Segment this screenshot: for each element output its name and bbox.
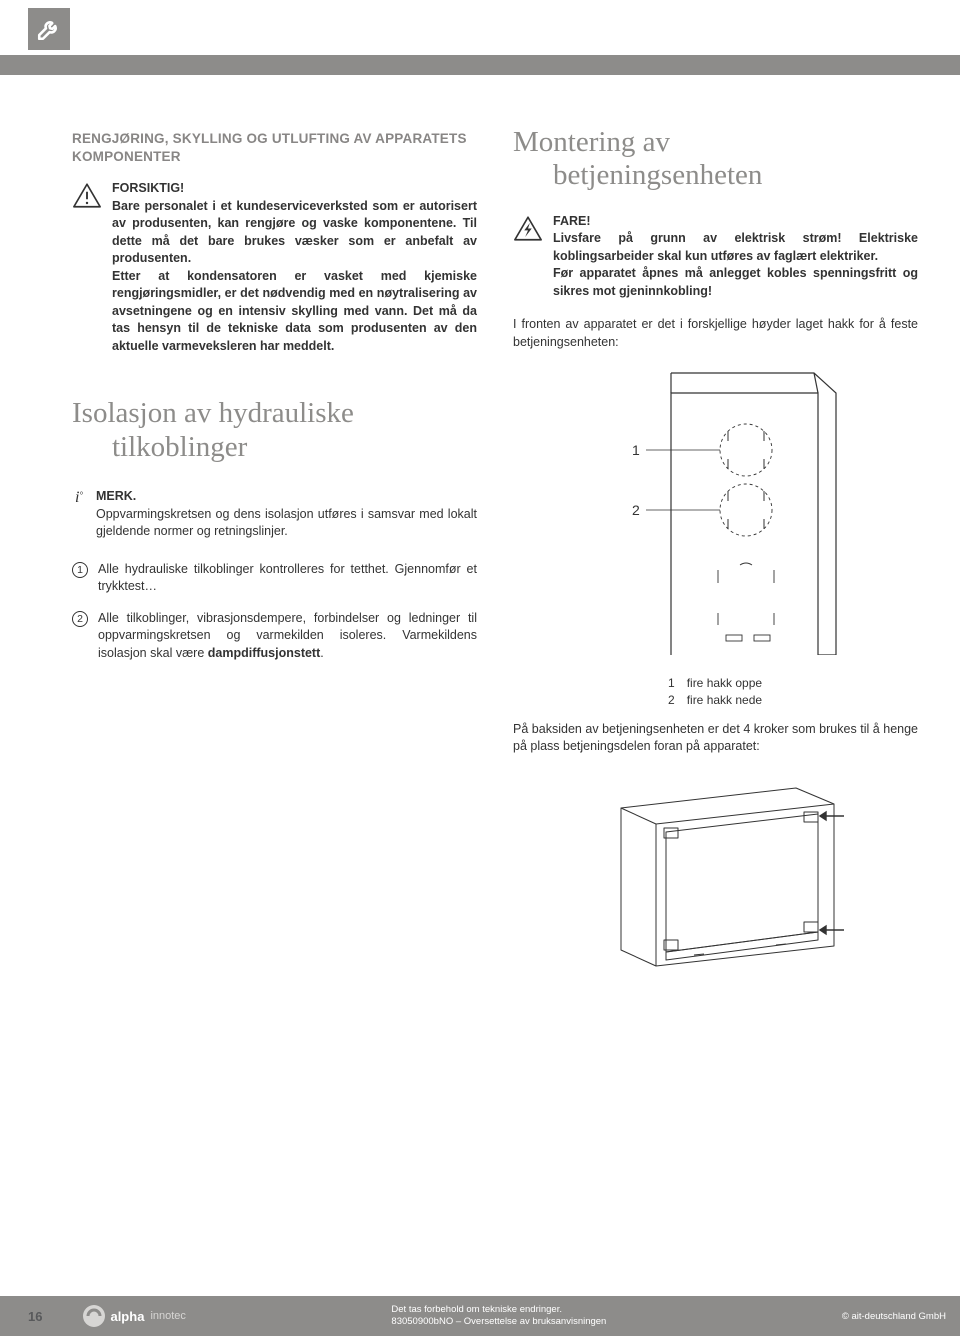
heading-montering-l2: betjeningsenheten [513,159,762,192]
footer-bar: 16 alpha innotec Det tas forbehold om tek… [0,1296,960,1336]
legend-2-txt: fire hakk nede [687,692,762,709]
footer-center: Det tas forbehold om tekniske endringer.… [391,1304,606,1329]
forsiktig-body: Bare personalet i et kundeserviceverkste… [112,198,477,356]
diagram-label-2: 2 [632,502,640,518]
fare-body: Livsfare på grunn av elektrisk strøm! El… [553,230,918,300]
step-number-2: 2 [72,611,88,627]
para-hakk: I fronten av apparatet er det i forskjel… [513,316,918,351]
heading-isolation-l2: tilkoblinger [72,431,247,464]
fare-callout: FARE! Livsfare på grunn av elektrisk str… [513,213,918,301]
fare-title: FARE! [553,214,591,228]
diagram-legend: 1 fire hakk oppe 2 fire hakk nede [668,675,918,709]
logo-text: alpha [110,1309,144,1324]
diagram-panel-rear [513,770,918,970]
step-2-body: Alle tilkoblinger, vibrasjonsdempere, fo… [98,610,477,663]
caution-icon [72,182,102,209]
page-number: 16 [28,1309,42,1324]
forsiktig-callout: FORSIKTIG! Bare personalet i et kundeser… [72,180,477,355]
step-1-body: Alle hydrauliske tilkoblinger kontroller… [98,561,477,596]
merk-body: Oppvarmingskretsen og dens isolasjon utf… [96,507,477,539]
logo-sub: innotec [150,1310,185,1322]
footer-line2: 83050900bNO – Oversettelse av bruksanvis… [391,1316,606,1328]
merk-title: MERK. [96,489,136,503]
step-number-1: 1 [72,562,88,578]
right-column: Montering av betjeningsenheten FARE! Liv… [513,130,918,990]
forsiktig-title: FORSIKTIG! [112,181,184,195]
wrench-icon [36,16,62,42]
left-column: RENGJØRING, SKYLLING OG UTLUFTING AV APP… [72,130,477,990]
para-kroker: På baksiden av betjeningsenheten er det … [513,721,918,756]
footer-line1: Det tas forbehold om tekniske endringer. [391,1304,606,1316]
merk-callout: i° MERK. Oppvarmingskretsen og dens isol… [72,488,477,541]
section-title: RENGJØRING, SKYLLING OG UTLUFTING AV APP… [72,130,477,166]
danger-icon [513,215,543,242]
step-2: 2 Alle tilkoblinger, vibrasjonsdempere, … [72,610,477,663]
heading-isolation-l1: Isolasjon av hydrauliske [72,397,354,429]
legend-2-n: 2 [668,692,675,709]
panel-front-svg: 1 2 [576,365,856,655]
info-icon: i° [72,489,86,541]
panel-rear-svg [566,770,866,970]
header-bar [0,55,960,75]
diagram-panel-front: 1 2 [513,365,918,655]
logo-icon [82,1304,106,1328]
heading-montering-l1: Montering av [513,126,670,158]
footer-right: © ait-deutschland GmbH [812,1311,946,1322]
content-area: RENGJØRING, SKYLLING OG UTLUFTING AV APP… [72,130,920,990]
step-1: 1 Alle hydrauliske tilkoblinger kontroll… [72,561,477,596]
legend-1-txt: fire hakk oppe [687,675,762,692]
footer-logo: alpha innotec [82,1304,185,1328]
legend-1-n: 1 [668,675,675,692]
header-tool-icon-box [28,8,70,50]
heading-montering: Montering av betjeningsenheten [513,126,918,193]
diagram-label-1: 1 [632,442,640,458]
heading-isolation: Isolasjon av hydrauliske tilkoblinger [72,397,477,464]
